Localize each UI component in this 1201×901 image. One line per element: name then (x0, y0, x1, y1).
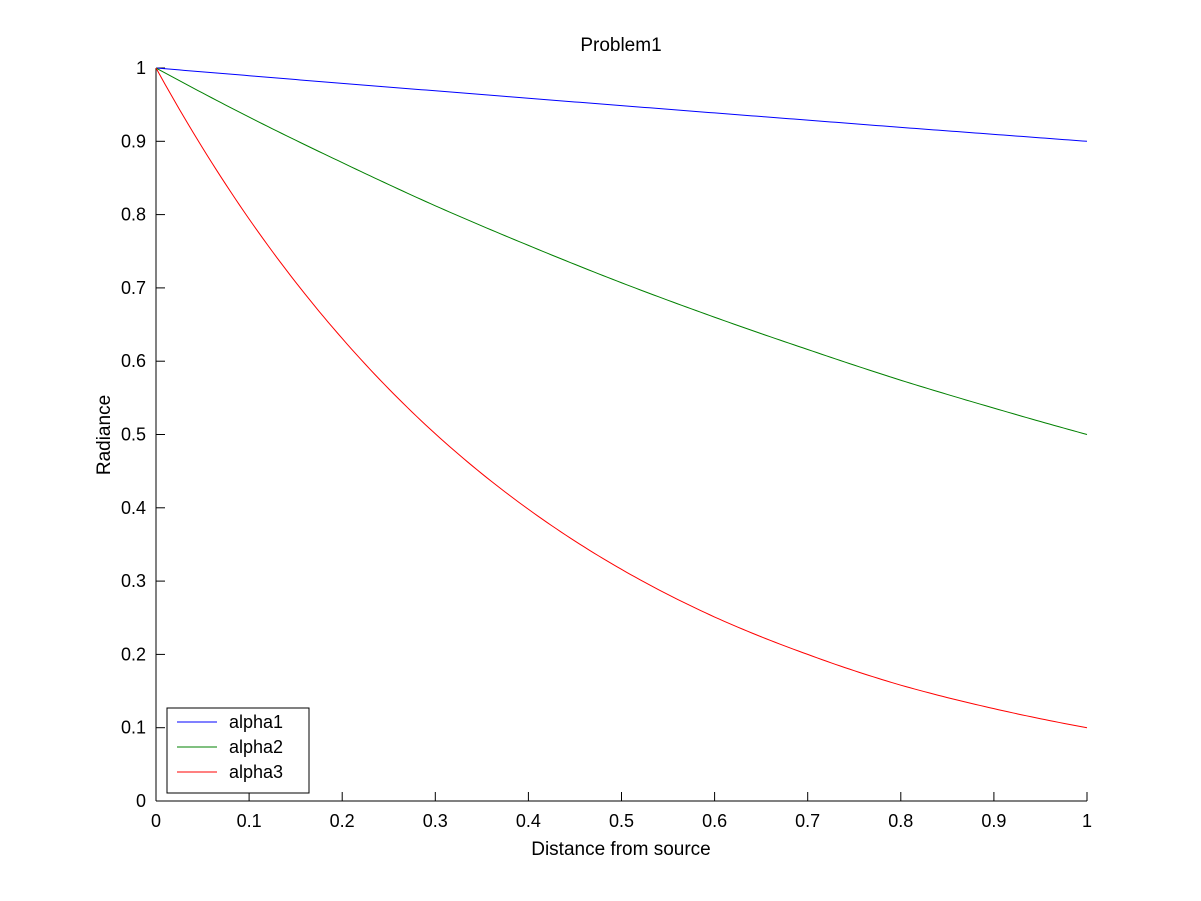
x-tick-label: 0.2 (330, 811, 355, 831)
y-tick-label: 0.3 (121, 571, 146, 591)
series-line-alpha3 (155, 67, 1088, 729)
y-tick-label: 0.8 (121, 205, 146, 225)
x-tick-label: 0.7 (795, 811, 820, 831)
series-layer (155, 67, 1088, 729)
y-tick-label: 0.6 (121, 351, 146, 371)
legend: alpha1 alpha2 alpha3 (166, 707, 310, 794)
x-tick-label: 0.1 (237, 811, 262, 831)
y-tick-label: 1 (136, 58, 146, 78)
y-tick-label: 0.4 (121, 498, 146, 518)
x-tick-label: 0.3 (423, 811, 448, 831)
x-tick-label: 1 (1082, 811, 1092, 831)
x-tick-label: 0 (151, 811, 161, 831)
y-tick-label: 0.1 (121, 718, 146, 738)
legend-label-alpha3: alpha3 (229, 762, 283, 782)
y-axis-label: Radiance (94, 395, 115, 475)
x-tick-label: 0.8 (888, 811, 913, 831)
x-tick-label: 0.9 (981, 811, 1006, 831)
x-tick-label: 0.4 (516, 811, 541, 831)
y-tick-label: 0.7 (121, 278, 146, 298)
legend-label-alpha1: alpha1 (229, 712, 283, 732)
x-tick-label: 0.6 (702, 811, 727, 831)
y-tick-label: 0.9 (121, 131, 146, 151)
legend-label-alpha2: alpha2 (229, 737, 283, 757)
series-line-alpha1 (155, 67, 1088, 142)
y-tick-label: 0.2 (121, 644, 146, 664)
chart-title: Problem1 (580, 35, 661, 56)
plot-axes: 0 0.1 0.2 0.3 0.4 0.5 0.6 0.7 0.8 0.9 1 0 0.1 0.2 0.3 0… (121, 58, 1092, 831)
series-line-alpha2 (155, 67, 1088, 435)
x-axis-label: Distance from source (531, 839, 711, 860)
x-tick-label: 0.5 (609, 811, 634, 831)
y-tick-label: 0.5 (121, 425, 146, 445)
y-tick-label: 0 (136, 791, 146, 811)
